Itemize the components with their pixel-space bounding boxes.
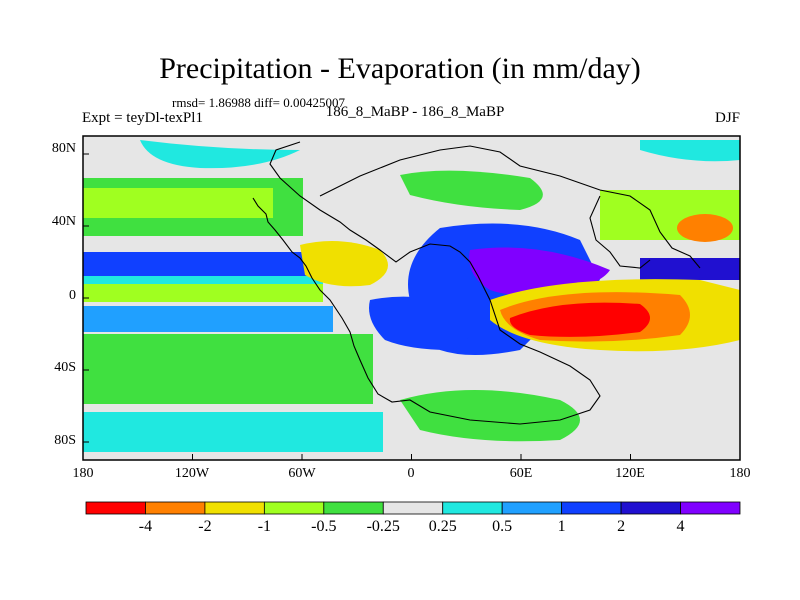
colorbar-label: -0.25 <box>366 518 400 535</box>
colorbar-label: 0.5 <box>492 518 513 535</box>
lon-tick-120w: 120W <box>174 466 210 481</box>
itcz-band-north <box>83 252 343 276</box>
lat-tick-40s: 40S <box>54 360 76 375</box>
arctic-east-cyan <box>640 140 740 162</box>
lon-tick-120e: 120E <box>615 466 645 481</box>
colorbar-swatch <box>263 501 325 515</box>
lon-tick-60w: 60W <box>288 466 316 481</box>
lon-tick-0: 0 <box>407 466 415 481</box>
colorbar <box>85 501 741 515</box>
southern-dry-core <box>509 302 650 337</box>
colorbar-swatch <box>620 501 681 515</box>
lon-tick-180e: 180 <box>729 466 751 481</box>
colorbar-label: 0.25 <box>428 518 457 535</box>
map-title: Precipitation - Evaporation (in mm/day) <box>159 52 641 85</box>
experiment-label: Expt = teyDl-texPl1 <box>82 110 203 126</box>
lat-tick-0: 0 <box>69 288 76 303</box>
east-pacific-wet-band <box>640 258 740 280</box>
season-label: DJF <box>714 110 740 126</box>
lat-tick-40n: 40N <box>51 214 76 229</box>
southern-green-band <box>83 334 373 404</box>
lon-tick-180w: 180 <box>72 466 94 481</box>
lon-tick-60e: 60E <box>509 466 533 481</box>
lat-tick-80s: 80S <box>54 433 76 448</box>
colorbar-swatch <box>680 501 741 515</box>
axis-ticks <box>82 153 741 460</box>
southern-convergence-band <box>83 306 333 332</box>
northern-continent-green <box>400 170 543 210</box>
colorbar-label: 1 <box>557 518 566 535</box>
colorbar-swatch <box>204 501 265 515</box>
comparison-label: 186_8_MaBP - 186_8_MaBP <box>325 104 505 120</box>
colorbar-swatch <box>501 501 563 515</box>
colorbar-swatch <box>382 501 444 515</box>
subtropical-dry-band <box>83 284 323 302</box>
lat-tick-80n: 80N <box>51 141 76 156</box>
colorbar-label: -1 <box>257 518 272 535</box>
itcz-cyan-north <box>83 276 323 284</box>
high-latitude-cyan <box>140 140 300 169</box>
colorbar-label: 2 <box>617 518 626 535</box>
colorbar-swatch <box>323 501 384 515</box>
northern-midlatitude-core <box>83 188 273 218</box>
colorbar-label: -2 <box>198 518 212 535</box>
colorbar-swatch <box>85 501 146 515</box>
colorbar-swatch <box>442 501 503 515</box>
map-field <box>83 136 740 460</box>
southern-cyan-band <box>83 412 383 452</box>
colorbar-swatch <box>561 501 622 515</box>
colorbar-swatch <box>145 501 206 515</box>
east-pacific-dry-core <box>677 214 733 242</box>
southwest-wet-region <box>369 296 473 350</box>
colorbar-label: 4 <box>676 518 685 535</box>
continental-dry-yellow <box>300 241 388 287</box>
rmsd-diff-stats: rmsd= 1.86988 diff= 0.00425007 <box>172 95 345 110</box>
south-polar-green <box>400 390 580 442</box>
colorbar-label: -0.5 <box>311 518 337 535</box>
colorbar-label: -4 <box>138 518 153 535</box>
